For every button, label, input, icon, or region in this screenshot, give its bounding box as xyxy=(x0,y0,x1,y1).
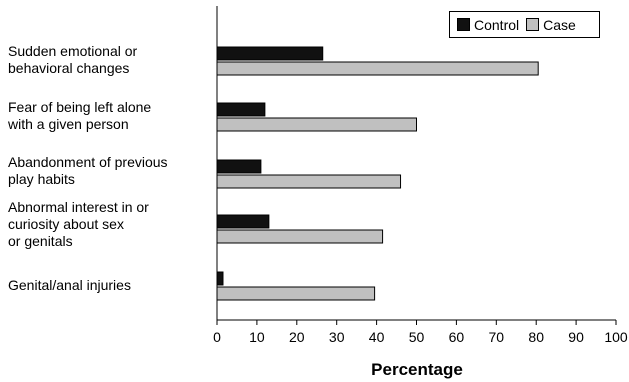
x-tick-label: 10 xyxy=(249,329,265,345)
category-label: Genital/anal injuries xyxy=(8,277,131,293)
x-tick-label: 80 xyxy=(528,329,544,345)
legend-item-case: Case xyxy=(526,17,576,33)
bar-case-2 xyxy=(216,174,402,189)
bar-control-4 xyxy=(216,271,224,286)
x-tick-label: 60 xyxy=(449,329,465,345)
category-label: Abandonment of previous play habits xyxy=(8,154,168,187)
x-tick-label: 90 xyxy=(568,329,584,345)
legend-item-control: Control xyxy=(457,17,519,33)
bar-case-4 xyxy=(216,286,376,301)
x-axis-ticks: 0 10 20 30 40 50 60 70 80 90 100 xyxy=(213,320,628,345)
x-tick-label: 70 xyxy=(489,329,505,345)
x-tick-label: 0 xyxy=(213,329,221,345)
bar-case-1 xyxy=(216,117,417,132)
bar-case-0 xyxy=(216,61,539,76)
x-tick-label: 30 xyxy=(329,329,345,345)
legend-swatch-case xyxy=(526,18,540,31)
category-label: Fear of being left alone with a given pe… xyxy=(8,99,152,132)
bar-control-1 xyxy=(216,102,266,117)
legend: Control Case xyxy=(449,11,600,38)
x-tick-label: 50 xyxy=(409,329,425,345)
x-axis-label: Percentage xyxy=(371,360,463,379)
bar-control-2 xyxy=(216,159,262,174)
legend-label-control: Control xyxy=(474,16,520,33)
category-label: Abnormal interest in or curiosity about … xyxy=(8,199,149,249)
x-tick-label: 100 xyxy=(604,329,628,345)
legend-swatch-control xyxy=(457,18,470,31)
bar-control-3 xyxy=(216,214,270,229)
bars-group xyxy=(216,46,539,301)
bar-case-3 xyxy=(216,229,384,244)
legend-label-case: Case xyxy=(543,16,576,33)
category-label: Sudden emotional or behavioral changes xyxy=(8,43,138,76)
bar-control-0 xyxy=(216,46,324,61)
x-tick-label: 40 xyxy=(369,329,385,345)
x-tick-label: 20 xyxy=(289,329,305,345)
